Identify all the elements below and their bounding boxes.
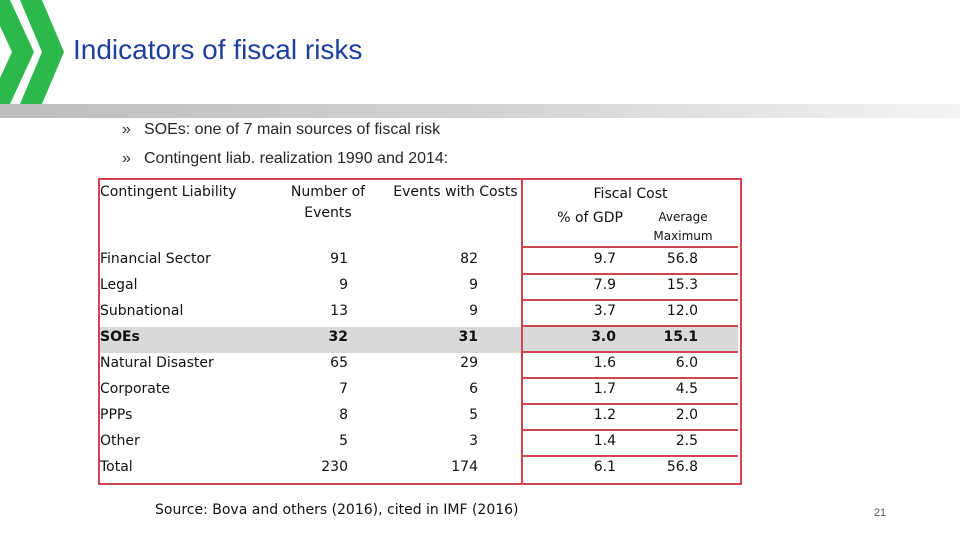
cell-number-of-events: 32 bbox=[328, 329, 348, 345]
table-frame bbox=[98, 178, 740, 485]
chevron-logo-icon bbox=[0, 0, 64, 104]
cell-number-of-events: 13 bbox=[330, 303, 348, 319]
header-number-of-events-line1: Number of bbox=[290, 184, 366, 200]
cell-average-maximum: 4.5 bbox=[675, 381, 698, 397]
header-fiscal-cost: Fiscal Cost bbox=[593, 186, 668, 202]
cell-average-maximum: 15.3 bbox=[666, 277, 698, 293]
row-label: Legal bbox=[100, 277, 138, 293]
row-divider bbox=[523, 403, 738, 405]
header-contingent-liability: Contingent Liability bbox=[100, 184, 237, 200]
cell-average-maximum: 2.0 bbox=[675, 407, 698, 423]
cell-pct-gdp: 1.7 bbox=[593, 381, 616, 397]
cell-number-of-events: 91 bbox=[330, 251, 348, 267]
cell-pct-gdp: 6.1 bbox=[593, 459, 616, 475]
cell-number-of-events: 65 bbox=[330, 355, 348, 371]
slide-title: Indicators of fiscal risks bbox=[73, 34, 363, 65]
row-label: PPPs bbox=[100, 407, 133, 423]
header-pct-gdp: % of GDP bbox=[557, 210, 623, 226]
cell-events-with-costs: 5 bbox=[469, 407, 478, 423]
cell-pct-gdp: 1.4 bbox=[593, 433, 616, 449]
cell-events-with-costs: 29 bbox=[460, 355, 478, 371]
fiscal-risk-table: Contingent Liability Number of Events Ev… bbox=[98, 178, 742, 485]
fiscal-cost-frame bbox=[521, 178, 742, 485]
cell-number-of-events: 9 bbox=[339, 277, 348, 293]
source-note: Source: Bova and others (2016), cited in… bbox=[155, 502, 519, 518]
cell-number-of-events: 7 bbox=[339, 381, 348, 397]
bullet-marker: » bbox=[122, 150, 131, 167]
soe-highlight-row bbox=[98, 327, 738, 353]
row-divider bbox=[523, 273, 738, 275]
row-label: SOEs bbox=[100, 329, 140, 345]
cell-events-with-costs: 6 bbox=[469, 381, 478, 397]
row-label: Corporate bbox=[100, 381, 170, 397]
cell-pct-gdp: 1.2 bbox=[593, 407, 616, 423]
bullet-text: Contingent liab. realization 1990 and 20… bbox=[144, 150, 449, 167]
row-label: Total bbox=[100, 459, 133, 475]
cell-pct-gdp: 3.7 bbox=[593, 303, 616, 319]
row-label: Financial Sector bbox=[100, 251, 211, 267]
bullet-text: SOEs: one of 7 main sources of fiscal ri… bbox=[144, 121, 441, 138]
bullet-item: » SOEs: one of 7 main sources of fiscal r… bbox=[122, 120, 448, 149]
header-maximum-line: Maximum bbox=[653, 229, 713, 243]
header-number-of-events: Number of Events bbox=[273, 182, 383, 224]
cell-pct-gdp: 9.7 bbox=[593, 251, 616, 267]
row-divider bbox=[523, 246, 738, 248]
header-events-with-costs: Events with Costs bbox=[393, 184, 518, 200]
cell-number-of-events: 8 bbox=[339, 407, 348, 423]
row-divider bbox=[523, 325, 738, 327]
cell-average-maximum: 56.8 bbox=[666, 251, 698, 267]
bullet-list: » SOEs: one of 7 main sources of fiscal r… bbox=[122, 120, 448, 178]
header-band bbox=[0, 104, 960, 118]
header-average-line: Average bbox=[658, 210, 708, 224]
cell-average-maximum: 6.0 bbox=[675, 355, 698, 371]
cell-events-with-costs: 82 bbox=[460, 251, 478, 267]
cell-number-of-events: 5 bbox=[339, 433, 348, 449]
cell-events-with-costs: 9 bbox=[469, 277, 478, 293]
row-divider bbox=[523, 429, 738, 431]
row-label: Other bbox=[100, 433, 140, 449]
cell-pct-gdp: 7.9 bbox=[593, 277, 616, 293]
cell-average-maximum: 2.5 bbox=[675, 433, 698, 449]
cell-average-maximum: 56.8 bbox=[666, 459, 698, 475]
row-divider bbox=[523, 299, 738, 301]
cell-number-of-events: 230 bbox=[321, 459, 348, 475]
bullet-item: » Contingent liab. realization 1990 and 2… bbox=[122, 149, 448, 178]
row-label: Natural Disaster bbox=[100, 355, 214, 371]
cell-events-with-costs: 9 bbox=[469, 303, 478, 319]
row-divider bbox=[523, 377, 738, 379]
row-label: Subnational bbox=[100, 303, 184, 319]
header-average-maximum: Average Maximum bbox=[638, 208, 728, 246]
row-divider bbox=[523, 455, 738, 457]
cell-events-with-costs: 174 bbox=[451, 459, 478, 475]
cell-events-with-costs: 31 bbox=[458, 329, 478, 345]
page-number: 21 bbox=[873, 507, 887, 519]
bullet-marker: » bbox=[122, 121, 131, 138]
cell-average-maximum: 12.0 bbox=[666, 303, 698, 319]
cell-pct-gdp: 3.0 bbox=[591, 329, 616, 345]
header-number-of-events-line2: Events bbox=[304, 205, 352, 221]
cell-average-maximum: 15.1 bbox=[663, 329, 698, 345]
row-divider bbox=[523, 351, 738, 353]
cell-events-with-costs: 3 bbox=[469, 433, 478, 449]
cell-pct-gdp: 1.6 bbox=[593, 355, 616, 371]
